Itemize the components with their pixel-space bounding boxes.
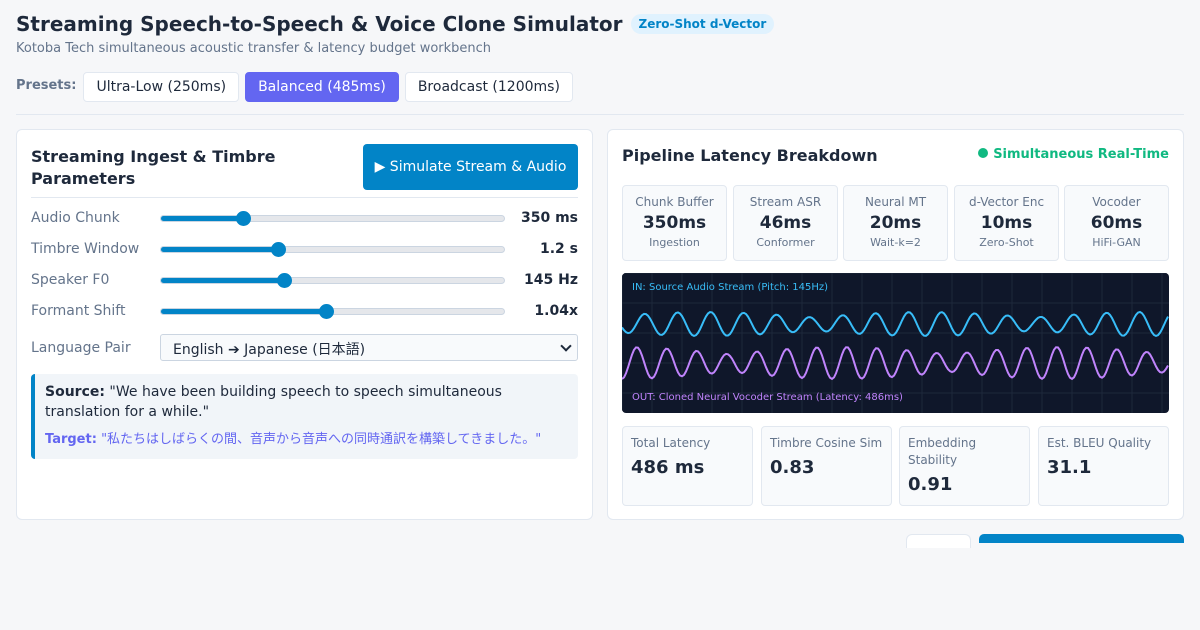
timbre-window-slider[interactable] <box>160 242 505 257</box>
metric-label: Total Latency <box>631 436 711 450</box>
param-label: Audio Chunk <box>31 210 120 226</box>
stage-value: 60ms <box>1090 213 1143 233</box>
stage-sub: Wait-k=2 <box>870 236 921 249</box>
metric-embedding-stability: Embedding Stability 0.91 <box>899 426 1030 506</box>
param-timbre-window: Timbre Window 1.2 s <box>31 238 578 262</box>
page-title: Streaming Speech-to-Speech & Voice Clone… <box>16 12 623 36</box>
page-header: Streaming Speech-to-Speech & Voice Clone… <box>16 12 1184 56</box>
target-label: Target: <box>45 432 97 447</box>
presets-label: Presets: <box>16 77 77 93</box>
translation-preview: Source: "We have been building speech to… <box>31 374 578 459</box>
slider-thumb[interactable] <box>277 273 293 288</box>
waveform-visualizer: IN: Source Audio Stream (Pitch: 145Hz) O… <box>622 273 1169 413</box>
slider-thumb[interactable] <box>236 211 252 226</box>
stage-card-dvector-enc: d-Vector Enc 10ms Zero-Shot <box>954 185 1059 261</box>
stage-value: 46ms <box>759 213 812 233</box>
formant-shift-slider[interactable] <box>160 304 505 319</box>
stage-card-stream-asr: Stream ASR 46ms Conformer <box>733 185 838 261</box>
metric-label: Est. BLEU Quality <box>1047 436 1152 450</box>
source-value: "We have been building speech to speech … <box>45 384 502 420</box>
stage-name: Neural MT <box>864 195 927 209</box>
param-value: 1.04x <box>534 303 578 319</box>
metric-value: 0.91 <box>908 474 953 495</box>
language-pair-select[interactable]: English ➔ Japanese (日本語) <box>160 334 578 361</box>
stage-card-chunk-buffer: Chunk Buffer 350ms Ingestion <box>622 185 727 261</box>
speaker-f0-slider[interactable] <box>160 273 505 288</box>
preset-bar: Presets: Ultra-Low (250ms) Balanced (485… <box>16 72 579 102</box>
chevron-down-icon <box>560 340 572 352</box>
stage-sub: HiFi-GAN <box>1092 236 1141 249</box>
metric-value: 0.83 <box>770 457 815 478</box>
stage-name: Chunk Buffer <box>635 195 714 209</box>
model-badge: Zero-Shot d-Vector <box>630 14 775 34</box>
slider-fill <box>161 278 285 283</box>
pipeline-panel: Pipeline Latency Breakdown Simultaneous … <box>607 129 1184 520</box>
stage-sub: Ingestion <box>649 236 700 249</box>
ingest-panel: Streaming Ingest & Timbre Parameters ▶ S… <box>16 129 593 520</box>
simulate-stream-button[interactable]: ▶ Simulate Stream & Audio <box>363 144 578 190</box>
param-speaker-f0: Speaker F0 145 Hz <box>31 269 578 293</box>
language-pair-value: English ➔ Japanese (日本語) <box>173 342 366 358</box>
stage-name: Stream ASR <box>749 195 822 209</box>
pipeline-panel-title: Pipeline Latency Breakdown <box>622 146 878 165</box>
footer-primary-button[interactable] <box>979 534 1184 543</box>
slider-thumb[interactable] <box>270 242 286 257</box>
slider-thumb[interactable] <box>318 304 334 319</box>
source-label: Source: <box>45 384 105 400</box>
metric-value: 486 ms <box>631 457 705 478</box>
stage-value: 20ms <box>869 213 922 233</box>
cloned-waveform <box>622 346 1169 381</box>
ingest-panel-header: Streaming Ingest & Timbre Parameters ▶ S… <box>31 144 578 198</box>
stage-name: d-Vector Enc <box>968 195 1045 209</box>
source-stream-label: IN: Source Audio Stream (Pitch: 145Hz) <box>632 282 829 293</box>
slider-fill <box>161 216 244 221</box>
param-label: Formant Shift <box>31 303 126 319</box>
output-stream-label: OUT: Cloned Neural Vocoder Stream (Laten… <box>632 392 903 403</box>
waveform-grid <box>622 273 1169 413</box>
stage-name: Vocoder <box>1092 195 1141 209</box>
metric-label: Timbre Cosine Sim <box>770 436 883 450</box>
ingest-panel-title: Streaming Ingest & Timbre Parameters <box>31 147 276 188</box>
param-value: 145 Hz <box>524 272 578 288</box>
stage-value: 10ms <box>980 213 1033 233</box>
status-badge: Simultaneous Real-Time <box>978 147 1169 162</box>
stage-sub: Zero-Shot <box>979 236 1034 249</box>
param-audio-chunk: Audio Chunk 350 ms <box>31 207 578 231</box>
preset-balanced-button[interactable]: Balanced (485ms) <box>245 72 399 102</box>
slider-fill <box>161 247 278 252</box>
stage-sub: Conformer <box>756 236 815 249</box>
language-pair-label: Language Pair <box>31 340 131 356</box>
stage-card-vocoder: Vocoder 60ms HiFi-GAN <box>1064 185 1169 261</box>
param-formant-shift: Formant Shift 1.04x <box>31 300 578 324</box>
target-value: "私たちはしばらくの間、音声から音声への同時通訳を構築してきました。" <box>101 432 542 447</box>
slider-fill <box>161 309 326 314</box>
source-waveform <box>622 310 1169 337</box>
param-value: 350 ms <box>520 210 578 226</box>
param-label: Timbre Window <box>31 241 140 257</box>
stage-value: 350ms <box>642 213 707 233</box>
metric-total-latency: Total Latency 486 ms <box>622 426 753 506</box>
metric-label: Embedding Stability <box>908 436 977 467</box>
param-value: 1.2 s <box>539 241 578 257</box>
metric-bleu-quality: Est. BLEU Quality 31.1 <box>1038 426 1169 506</box>
target-text: Target: "私たちはしばらくの間、音声から音声への同時通訳を構築してきまし… <box>45 428 568 447</box>
param-label: Speaker F0 <box>31 272 110 288</box>
preset-broadcast-button[interactable]: Broadcast (1200ms) <box>404 72 573 102</box>
status-text: Simultaneous Real-Time <box>993 147 1169 162</box>
footer-secondary-button[interactable] <box>906 534 971 548</box>
header-divider <box>16 114 1184 115</box>
stage-card-neural-mt: Neural MT 20ms Wait-k=2 <box>843 185 948 261</box>
audio-chunk-slider[interactable] <box>160 211 505 226</box>
page-subtitle: Kotoba Tech simultaneous acoustic transf… <box>16 41 492 56</box>
preset-ultra-low-button[interactable]: Ultra-Low (250ms) <box>83 72 240 102</box>
source-text: Source: "We have been building speech to… <box>45 382 568 422</box>
status-dot-icon <box>978 148 989 158</box>
waveform-canvas <box>622 273 1169 413</box>
metric-value: 31.1 <box>1047 457 1092 478</box>
metric-timbre-cosine-sim: Timbre Cosine Sim 0.83 <box>761 426 892 506</box>
